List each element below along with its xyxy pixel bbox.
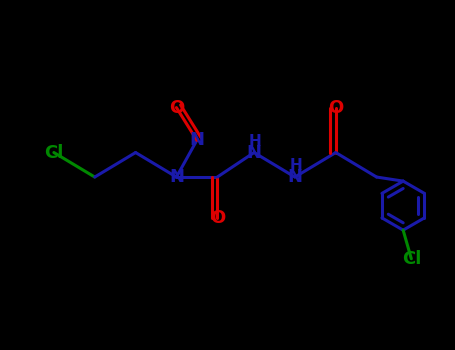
Text: Cl: Cl <box>44 144 64 162</box>
Text: H: H <box>248 134 261 149</box>
Text: O: O <box>328 99 344 117</box>
Text: N: N <box>247 144 262 162</box>
Text: N: N <box>288 168 303 186</box>
Text: Cl: Cl <box>402 250 421 268</box>
Text: N: N <box>189 131 204 149</box>
Text: H: H <box>289 158 302 173</box>
Text: N: N <box>169 168 184 186</box>
Text: O: O <box>169 99 184 117</box>
Text: O: O <box>210 209 225 227</box>
